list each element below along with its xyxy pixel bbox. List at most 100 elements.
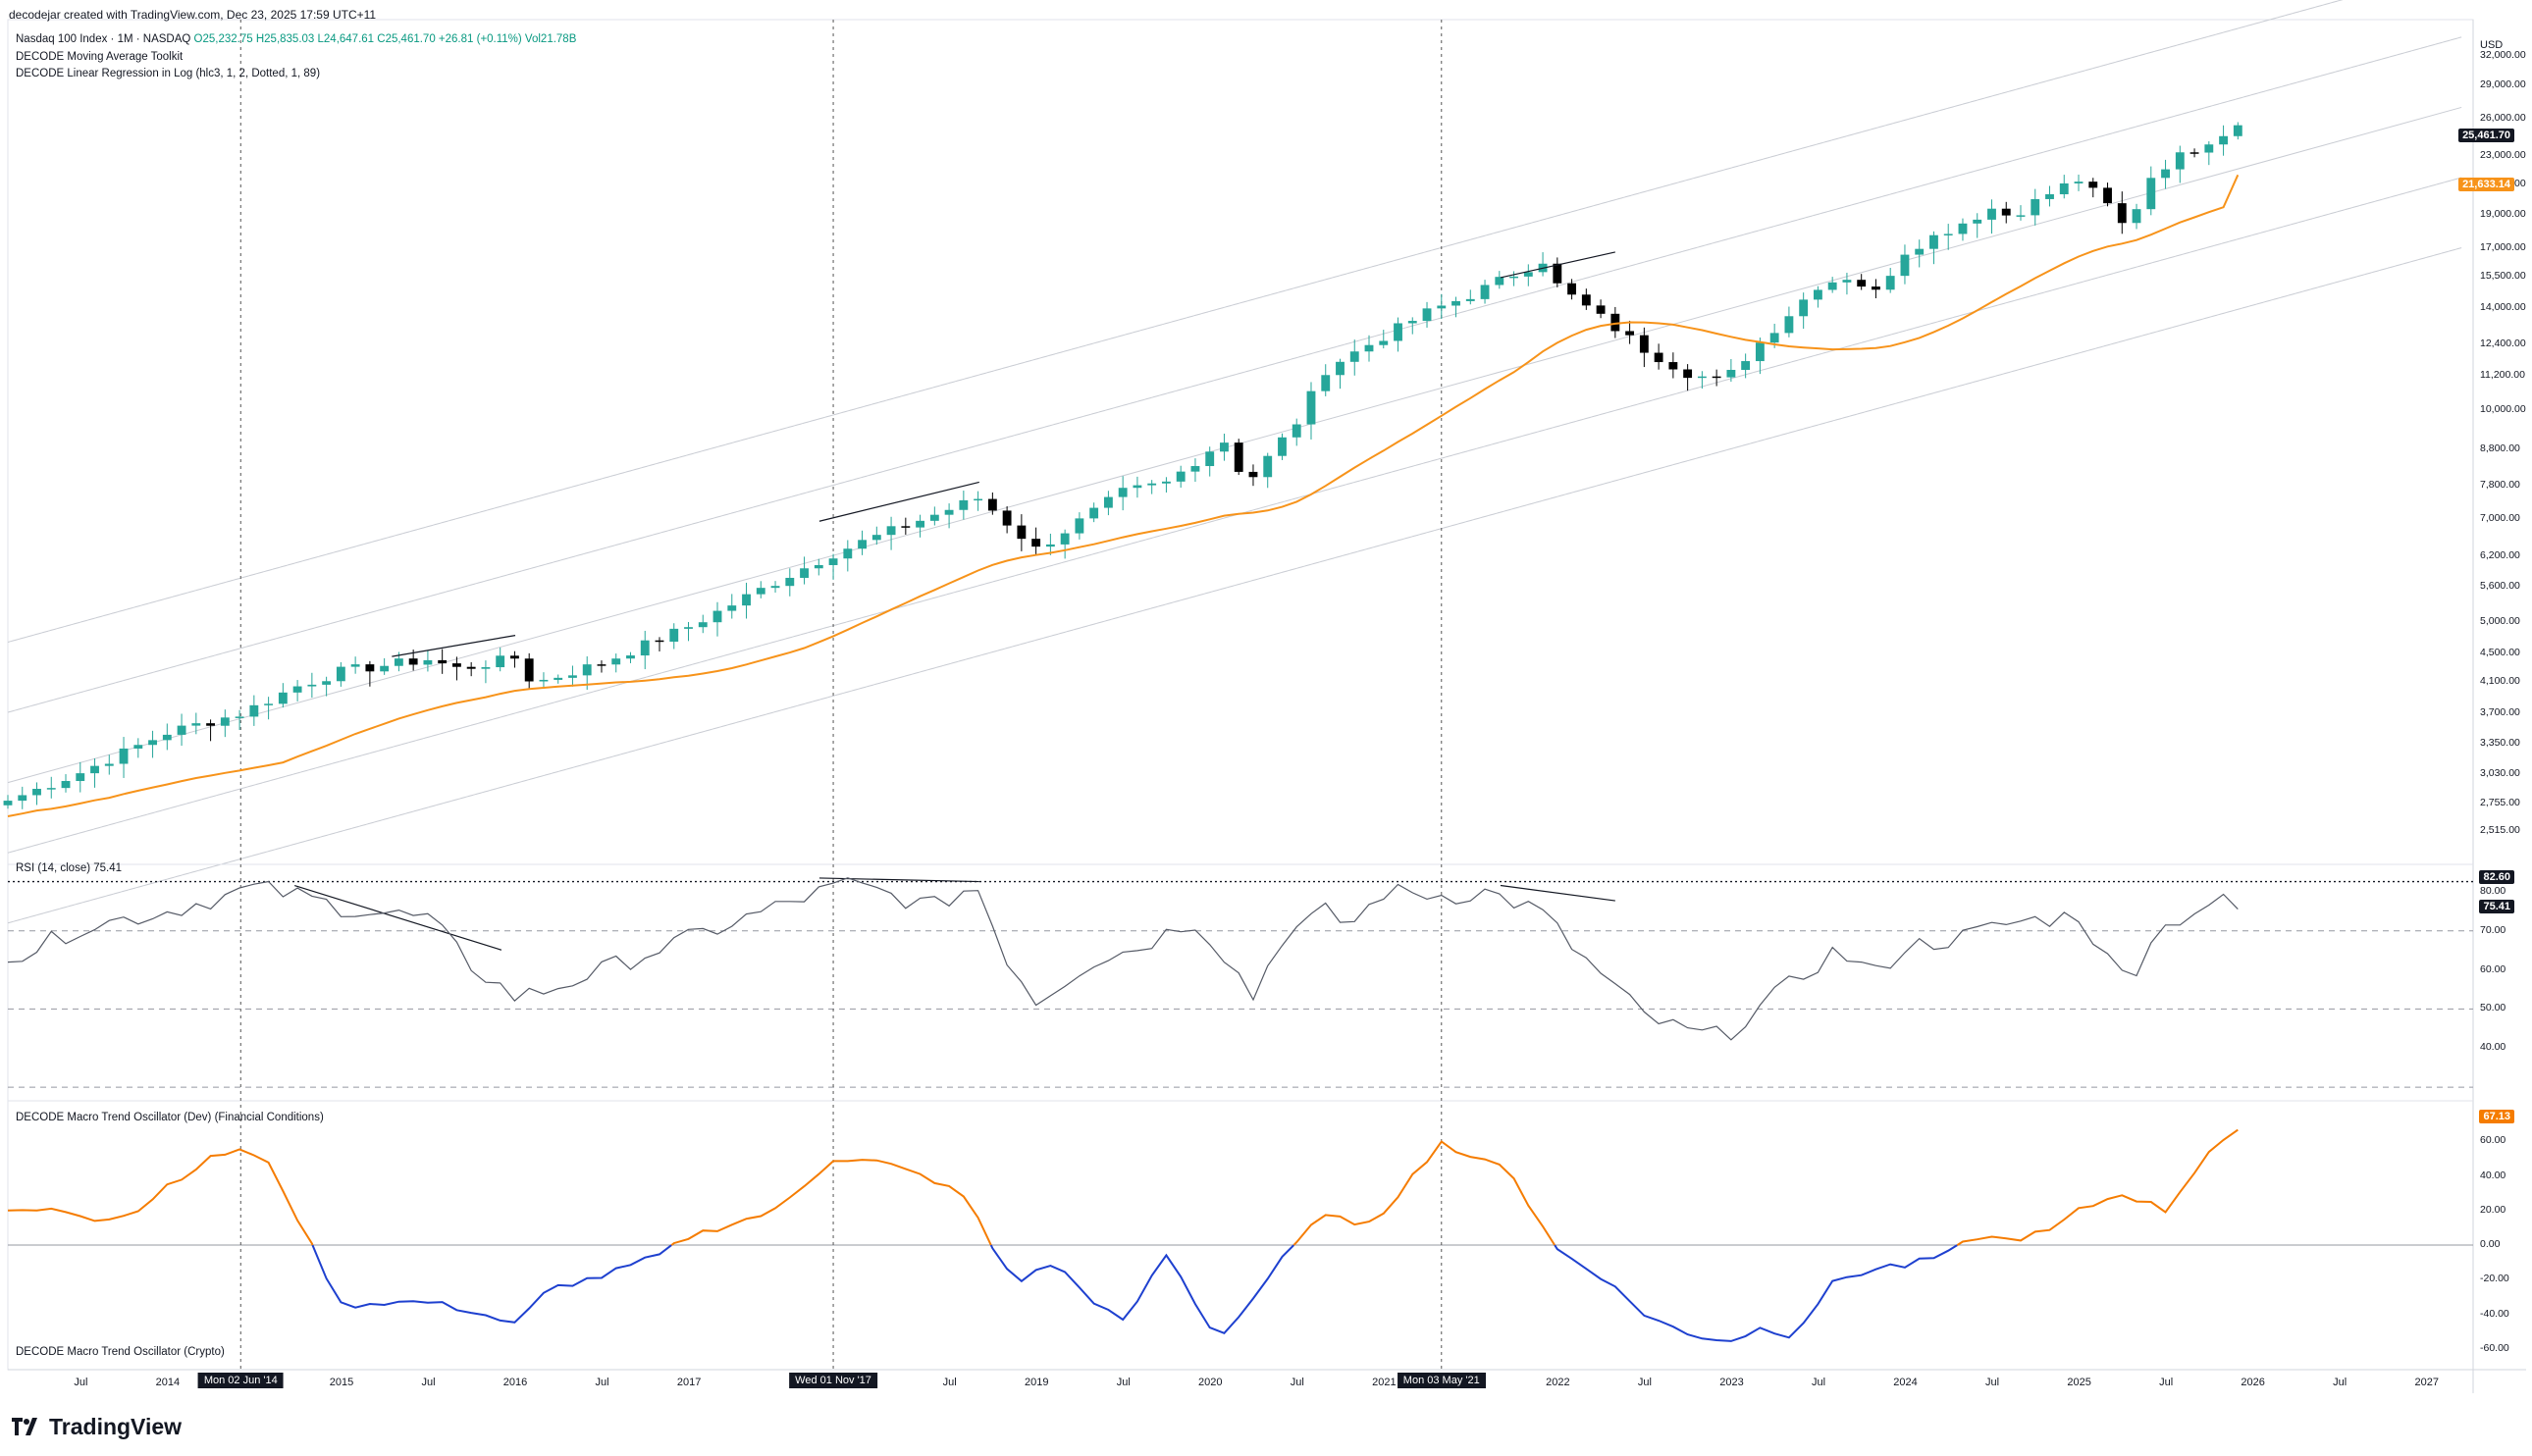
candle-body [843,548,853,559]
candle-body [1422,308,1432,322]
candle-body [727,605,737,611]
candle [1176,465,1186,489]
candle [1639,327,1649,368]
candle [278,683,288,708]
candle [2059,175,2069,199]
candle-body [1437,305,1447,309]
time-tick-label: Jul [1811,1377,1826,1388]
time-tick-label: 2015 [329,1377,354,1388]
candle-body [1943,234,1953,235]
time-tick-label: Jul [2333,1377,2347,1388]
candle [785,568,795,597]
time-tick-label: Jul [942,1377,957,1388]
candle-body [350,664,360,667]
candle [1379,330,1389,349]
candle-body [1394,323,1402,341]
candle [61,774,71,793]
candle-body [1234,442,1243,472]
candle [1465,289,1475,305]
candle [1075,512,1084,540]
candle-body [1176,471,1186,482]
candle-body [828,558,838,565]
candle [611,653,621,673]
candle-body [1683,369,1693,379]
axis-tick-label: 2,755.00 [2480,796,2520,808]
axis-tick-label: -40.00 [2480,1307,2509,1320]
candle [1002,506,1012,534]
candle [1321,364,1331,396]
chart-frame [7,19,2526,1393]
time-tick-label: 2022 [1546,1377,1570,1388]
candle-body [423,659,433,665]
legend-regression[interactable]: DECODE Linear Regression in Log (hlc3, 1… [16,68,321,79]
axis-tick-label: 2,515.00 [2480,824,2520,837]
candle [655,637,664,651]
time-tick-label: Jul [595,1377,609,1388]
axis-tick-label: 15,500.00 [2480,269,2526,282]
candle [1407,317,1417,335]
candle [133,738,143,758]
axis-tick-label: 4,100.00 [2480,675,2520,688]
legend-macro-crypto[interactable]: DECODE Macro Trend Oscillator (Crypto) [16,1346,225,1358]
currency-label: USD [2480,39,2504,51]
candle [1133,476,1142,498]
candle-body [1205,451,1215,467]
candle-body [582,664,592,676]
ma-polyline [7,174,2240,817]
candle-body [1625,331,1635,336]
axis-tick-label: 80.00 [2480,884,2506,897]
candle [568,665,577,687]
candle-body [1697,376,1707,379]
candle [1480,280,1490,304]
candle-body [524,658,534,682]
axis-tick-label: 17,000.00 [2480,241,2526,254]
candle-body [770,586,780,589]
last-price-badge: 25,461.70 [2458,129,2514,142]
candle-body [858,540,867,549]
candle [2074,174,2084,191]
legend-rsi[interactable]: RSI (14, close) 75.41 [16,862,123,874]
candle [669,623,679,650]
candle-body [1755,342,1765,362]
time-tick-label: Jul [1985,1377,2000,1388]
candle-body [1089,507,1099,519]
candle [1205,446,1215,477]
time-tick-label: 2020 [1198,1377,1223,1388]
candle [1827,277,1837,293]
time-tick-label: Jul [1637,1377,1652,1388]
axis-tick-label: -20.00 [2480,1273,2509,1285]
axis-tick-label: 6,200.00 [2480,548,2520,561]
macro-oscillator-line [7,1128,2239,1342]
tradingview-logo-icon [12,1415,41,1441]
axis-tick-label: 29,000.00 [2480,78,2526,91]
candle [365,660,375,687]
candle [1422,301,1432,328]
candle [1017,514,1027,551]
candle [2088,178,2098,198]
candle [1581,288,1591,310]
candle [220,709,230,738]
candle [292,680,302,702]
candle [871,526,881,546]
symbol-legend[interactable]: Nasdaq 100 Index · 1M · NASDAQ O25,232.7… [16,33,576,45]
axis-tick-label: -60.00 [2480,1341,2509,1354]
candle-body [987,498,997,511]
candle [959,491,969,520]
tradingview-logo[interactable]: TradingView [12,1414,182,1441]
candle-body [1045,544,1055,547]
candle-body [380,665,390,672]
time-tick-label: 2026 [2241,1377,2265,1388]
candle-body [698,622,708,628]
candle [626,651,635,663]
legend-ma-toolkit[interactable]: DECODE Moving Average Toolkit [16,51,184,63]
legend-macro-dev[interactable]: DECODE Macro Trend Oscillator (Dev) (Fin… [16,1112,324,1123]
candle-body [1364,344,1374,352]
candle-body [1017,525,1027,540]
candle-body [1596,305,1606,314]
time-tick-label: 2025 [2067,1377,2091,1388]
candle [770,581,780,593]
candle-body [2001,208,2011,216]
macro-segment-3 [989,1244,1295,1334]
symbol-title[interactable]: Nasdaq 100 Index · 1M · NASDAQ [16,33,191,45]
axis-tick-label: 7,000.00 [2480,512,2520,525]
